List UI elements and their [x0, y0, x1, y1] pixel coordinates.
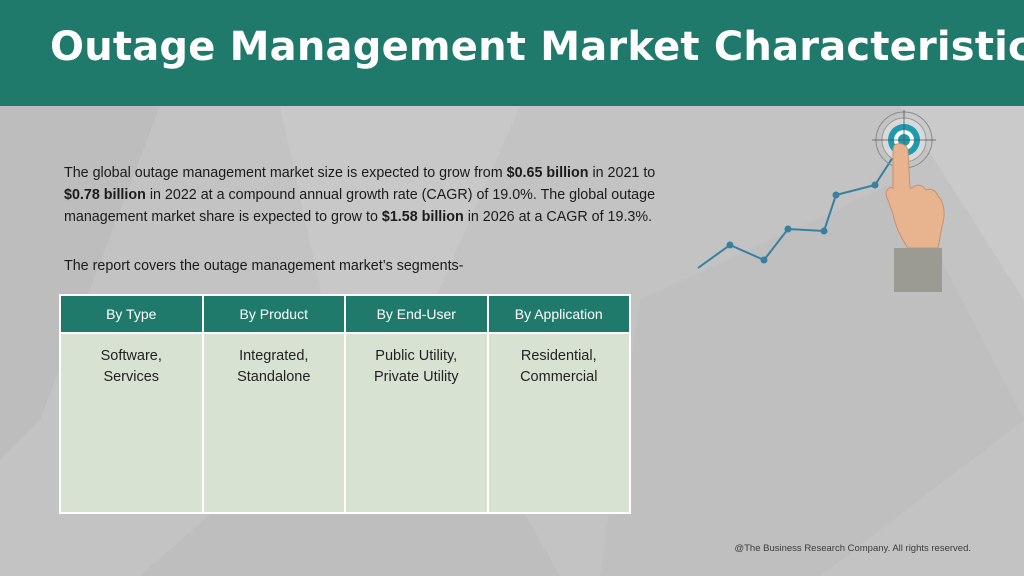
cell-type: Software, Services: [59, 332, 204, 514]
cell-end-user: Public Utility, Private Utility: [344, 332, 489, 514]
copyright-notice: @The Business Research Company. All righ…: [734, 543, 971, 554]
cell-product: Integrated, Standalone: [201, 332, 346, 514]
segments-intro: The report covers the outage management …: [64, 258, 464, 274]
growth-illustration: [697, 110, 945, 292]
summary-text: in 2021 to: [588, 165, 656, 181]
summary-text: The global outage management market size…: [64, 165, 507, 181]
table-row: Software, Services Integrated, Standalon…: [59, 332, 631, 514]
value-2026: $1.58 billion: [381, 209, 464, 225]
header-by-application: By Application: [486, 294, 631, 334]
market-summary-paragraph: The global outage management market size…: [64, 162, 684, 228]
header-by-product: By Product: [201, 294, 346, 334]
header-by-type: By Type: [59, 294, 204, 334]
summary-text: in 2022 at a compound annual growth rate…: [64, 187, 656, 225]
growth-line-icon: [697, 139, 905, 269]
pointing-hand-icon: [885, 143, 945, 292]
title-bar: Outage Management Market Characteristics…: [0, 0, 1024, 106]
value-2021: $0.65 billion: [506, 165, 589, 181]
header-by-end-user: By End-User: [344, 294, 489, 334]
page-title: Outage Management Market Characteristics…: [50, 24, 1024, 70]
cell-application: Residential, Commercial: [486, 332, 631, 514]
summary-text: in 2026 at a CAGR of 19.3%.: [463, 209, 653, 225]
value-2022: $0.78 billion: [64, 187, 146, 203]
segments-table: By Type By Product By End-User By Applic…: [59, 294, 631, 514]
table-header-row: By Type By Product By End-User By Applic…: [59, 294, 631, 334]
